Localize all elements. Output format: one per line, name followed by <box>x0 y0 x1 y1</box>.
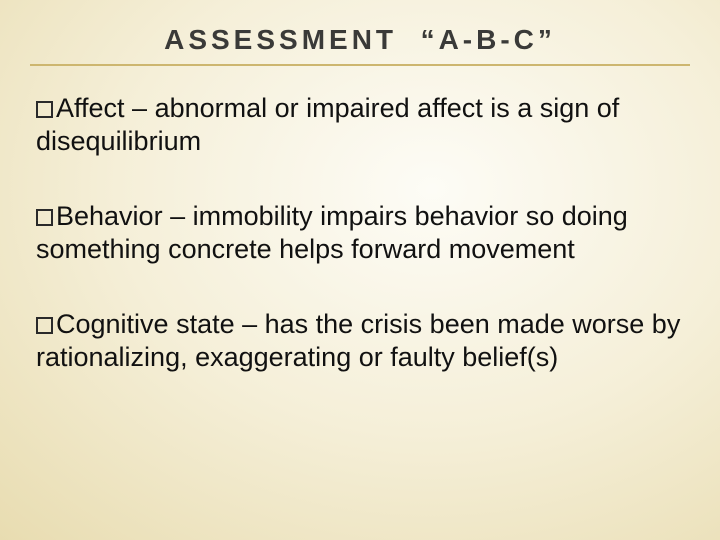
item-lead: Affect <box>56 93 125 123</box>
square-bullet-icon <box>36 101 53 118</box>
title-wrap: ASSESSMENT “A-B-C” <box>30 24 690 56</box>
bullet-list: Affect – abnormal or impaired affect is … <box>30 92 690 374</box>
list-item: Behavior – immobility impairs behavior s… <box>30 200 690 266</box>
square-bullet-icon <box>36 209 53 226</box>
title-underline <box>30 64 690 66</box>
item-lead: Behavior <box>56 201 163 231</box>
list-item: Affect – abnormal or impaired affect is … <box>30 92 690 158</box>
slide-title: ASSESSMENT “A-B-C” <box>164 24 556 56</box>
item-lead: Cognitive <box>56 309 169 339</box>
square-bullet-icon <box>36 317 53 334</box>
list-item: Cognitive state – has the crisis been ma… <box>30 308 690 374</box>
slide: ASSESSMENT “A-B-C” Affect – abnormal or … <box>0 0 720 540</box>
